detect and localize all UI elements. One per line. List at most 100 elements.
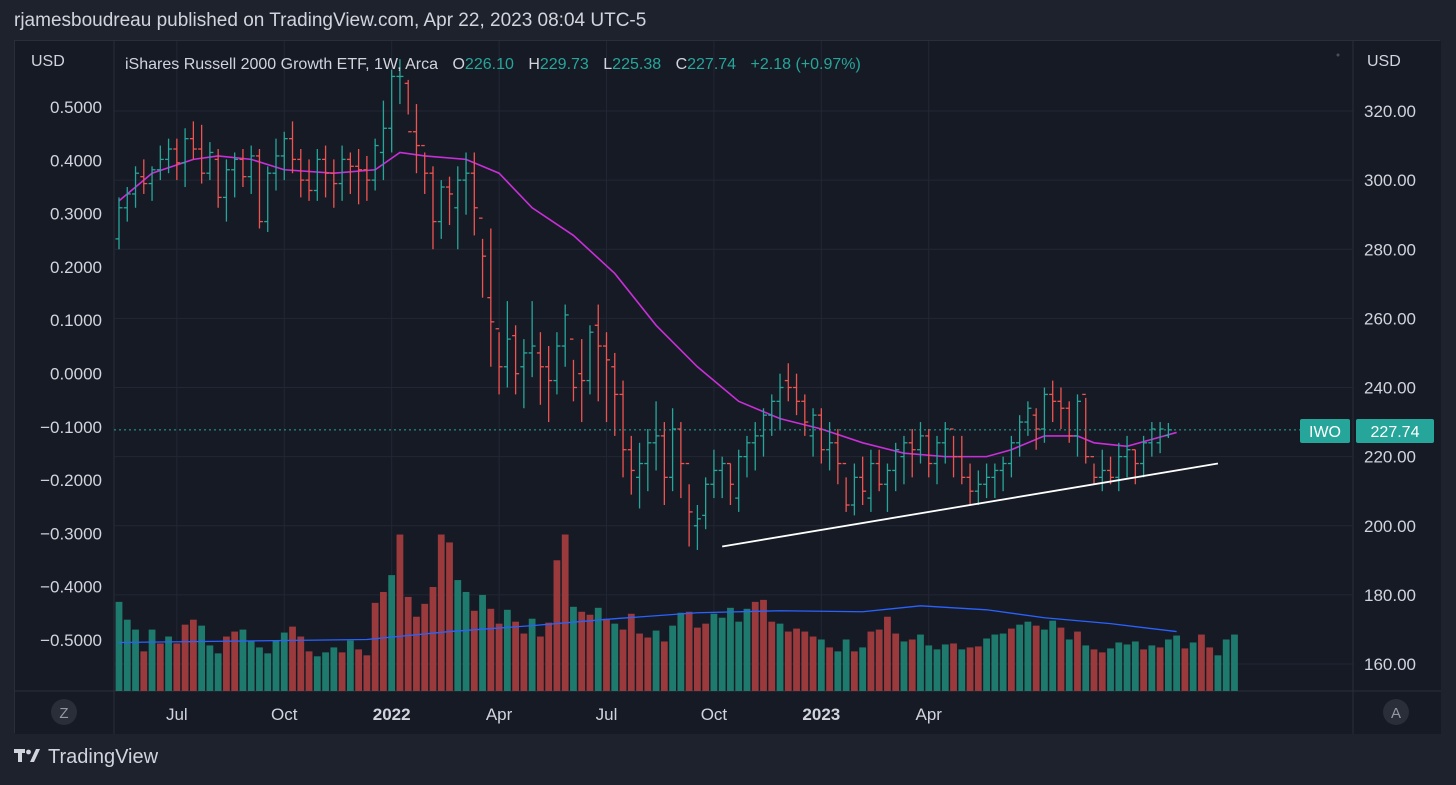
volume-bar: [561, 534, 569, 691]
right-axis-tick-label: 320.00: [1364, 102, 1416, 121]
volume-bar: [570, 606, 577, 691]
volume-bar: [834, 651, 842, 691]
time-axis-tick-label: Jul: [166, 705, 188, 724]
legend-close-value: 227.74: [687, 56, 736, 73]
volume-bar: [148, 629, 156, 691]
ohlc-bar: [528, 301, 536, 378]
volume-bar: [636, 633, 643, 691]
time-axis-tick-label: 2022: [373, 705, 411, 724]
volume-bar: [528, 618, 536, 691]
volume-bar: [1156, 647, 1164, 691]
legend-high-label: H: [528, 56, 540, 73]
volume-bar: [313, 656, 321, 691]
ohlc-bar: [875, 449, 883, 492]
volume-bar: [718, 617, 726, 691]
ohlc-bar: [404, 79, 412, 133]
ohlc-bar: [206, 142, 214, 181]
volume-bar: [669, 625, 676, 691]
volume-bar: [214, 653, 222, 691]
ohlc-bar: [280, 131, 288, 181]
ohlc-bar: [834, 428, 842, 485]
volume-bar: [1206, 647, 1214, 691]
volume-bar: [817, 639, 825, 691]
right-axis-tick-label: 280.00: [1364, 240, 1416, 259]
price-chart[interactable]: USD USD 0.50000.40000.30000.20000.10000.…: [15, 41, 1441, 734]
volume-bar: [900, 641, 908, 691]
volume-bar: [198, 625, 206, 691]
volume-bar: [958, 649, 966, 691]
ohlc-bar: [859, 456, 867, 506]
legend-open-label: O: [452, 56, 464, 73]
left-axis-tick-label: 0.5000: [50, 98, 102, 117]
volume-bar: [809, 636, 817, 691]
volume-bar: [462, 591, 470, 691]
volume-bar: [140, 651, 148, 691]
auto-scale-right-button[interactable]: A: [1383, 699, 1409, 725]
ohlc-bar: [1032, 408, 1040, 450]
volume-bar: [677, 612, 685, 691]
volume-bar: [470, 610, 478, 691]
log-scale-left-button[interactable]: Z: [51, 699, 77, 725]
volume-bar: [983, 638, 990, 691]
legend-change: +2.18 (+0.97%): [751, 56, 861, 73]
chart-panel[interactable]: USD USD 0.5000 0.4000 0.3000 0.2000 0.1000 0.…: [14, 40, 1441, 734]
volume-bar: [1074, 631, 1081, 691]
volume-bar: [619, 629, 627, 691]
ohlc-bar: [1156, 422, 1164, 454]
volume-bar: [917, 634, 924, 691]
ohlc-bar: [132, 166, 140, 208]
volume-bar: [727, 607, 734, 691]
volume-bar: [330, 647, 338, 691]
ohlc-bar: [710, 449, 718, 499]
volume-bar: [495, 623, 503, 691]
ohlc-bar: [156, 145, 164, 181]
ohlc-bar: [693, 505, 701, 550]
ohlc-bar: [644, 428, 652, 492]
ohlc-bar: [437, 180, 445, 239]
volume-bar: [859, 647, 867, 691]
volume-bar: [346, 640, 354, 691]
ohlc-bar: [958, 435, 966, 485]
ohlc-bar: [1123, 435, 1131, 478]
ohlc-bar: [148, 166, 156, 201]
legend-open-value: 226.10: [465, 56, 514, 73]
legend-dot-icon: [1336, 53, 1340, 57]
ohlc-bar: [1140, 435, 1148, 478]
volume-bar: [1189, 642, 1197, 691]
ohlc-bar: [231, 152, 239, 198]
volume-bar: [784, 631, 792, 691]
time-axis-tick-label: Jul: [596, 705, 618, 724]
volume-bar: [702, 623, 710, 691]
ohlc-bar: [850, 463, 858, 516]
ohlc-bar: [569, 338, 577, 402]
left-axis-tick-label: −0.1000: [40, 418, 102, 437]
ohlc-bar: [421, 144, 429, 194]
ohlc-bar: [726, 462, 734, 506]
ohlc-bar: [784, 363, 792, 402]
volume-bar: [1057, 627, 1065, 691]
ohlc-bar: [652, 401, 660, 471]
ohlc-bar: [189, 121, 197, 160]
volume-bar: [553, 560, 561, 691]
ohlc-bar: [479, 217, 487, 298]
trendline[interactable]: [722, 462, 1219, 548]
ohlc-bar: [1065, 401, 1073, 443]
tradingview-logo-icon: [14, 746, 40, 769]
volume-bar: [1181, 648, 1189, 691]
ohlc-bar: [925, 428, 933, 478]
ohlc-bar: [371, 138, 379, 191]
time-axis-tick-label: Oct: [271, 705, 298, 724]
volume-bar: [999, 633, 1007, 691]
ohlc-bar: [520, 339, 528, 409]
ohlc-bar: [883, 463, 891, 512]
ohlc-bar: [165, 138, 173, 174]
right-axis-unit: USD: [1367, 53, 1401, 70]
ohlc-bar: [759, 408, 767, 457]
ohlc-bars: [115, 59, 1172, 550]
left-axis-tick-label: 0.1000: [50, 311, 102, 330]
volume-bar: [1082, 645, 1090, 691]
ohlc-bar: [941, 422, 949, 464]
ohlc-bar: [181, 128, 189, 188]
left-axis-tick-label: −0.5000: [40, 631, 102, 650]
tradingview-logo[interactable]: TradingView: [14, 746, 158, 769]
